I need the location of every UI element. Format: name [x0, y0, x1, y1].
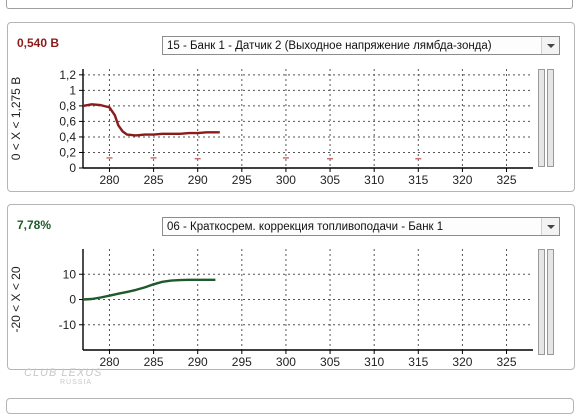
x-tick-label: 295 [232, 173, 252, 187]
y-tick-label: 0,2 [59, 145, 76, 159]
watermark-subtitle: RUSSIA [60, 379, 93, 386]
sensor-chart: 280 285 290 295 300 305 310 315 320 325 -10 0 10 -20 … [9, 249, 533, 369]
watermark-logo: CLUB LEXUS RUSSIA [24, 367, 103, 386]
y-tick-label: 1,2 [59, 68, 76, 82]
x-tick-label: 290 [188, 173, 208, 187]
y-tick-label: 0,6 [59, 114, 76, 128]
x-tick-label: 280 [99, 173, 119, 187]
sensor-select[interactable]: 15 - Банк 1 - Датчик 2 (Выходное напряже… [162, 36, 560, 55]
sensor-chart: 280 285 290 295 300 305 310 315 320 325 0 0,20,4 0,6… [9, 68, 533, 187]
current-value-readout: 0,540 В [17, 36, 60, 50]
sensor-select-value: 06 - Краткосрем. коррекция топливоподачи… [167, 221, 444, 233]
chevron-down-icon[interactable] [541, 218, 559, 235]
chevron-down-icon[interactable] [541, 37, 559, 54]
x-tick-label: 325 [497, 355, 517, 369]
x-tick-label: 300 [276, 355, 296, 369]
x-tick-label: 290 [188, 355, 208, 369]
x-tick-label: 285 [144, 173, 164, 187]
x-tick-label: 315 [408, 355, 428, 369]
sensor-select-value: 15 - Банк 1 - Датчик 2 (Выходное напряже… [167, 40, 492, 52]
plot-area [83, 69, 533, 168]
y-tick-label: 10 [63, 267, 77, 281]
x-tick-label: 300 [276, 173, 296, 187]
watermark-title: CLUB LEXUS [24, 367, 103, 379]
x-tick-label: 280 [99, 355, 119, 369]
scale-slider[interactable] [538, 69, 556, 167]
sensor-select[interactable]: 06 - Краткосрем. коррекция топливоподачи… [162, 217, 560, 236]
x-tick-label: 320 [452, 173, 472, 187]
y-tick-label: -10 [59, 318, 77, 332]
sensor-panel-fuel-trim: 7,78% 06 - Краткосрем. коррекция топливо… [7, 204, 575, 370]
x-tick-label: 305 [320, 173, 340, 187]
axis-range-title: 0 < X < 1,275 В [9, 77, 23, 160]
x-tick-label: 325 [497, 173, 517, 187]
x-tick-label: 320 [452, 355, 472, 369]
sensor-panel-lambda: 0,540 В 15 - Банк 1 - Датчик 2 (Выходное… [7, 22, 575, 192]
next-panel-edge [6, 398, 574, 414]
x-tick-label: 310 [364, 173, 384, 187]
series-line [82, 103, 220, 137]
x-tick-label: 285 [144, 355, 164, 369]
axis-range-title: -20 < X < 20 [9, 266, 23, 332]
x-tick-label: 295 [232, 355, 252, 369]
y-tick-label: 0 [69, 293, 76, 307]
y-tick-label: 0,4 [59, 130, 76, 144]
x-tick-label: 315 [408, 173, 428, 187]
y-tick-label: 0,8 [59, 99, 76, 113]
x-tick-label: 310 [364, 355, 384, 369]
y-tick-label: 1 [69, 83, 76, 97]
scale-slider[interactable] [538, 249, 556, 355]
series-line [82, 278, 216, 301]
current-value-readout: 7,78% [17, 218, 52, 232]
y-tick-label: 0 [69, 161, 76, 175]
x-tick-label: 305 [320, 355, 340, 369]
previous-panel-edge [0, 0, 585, 14]
